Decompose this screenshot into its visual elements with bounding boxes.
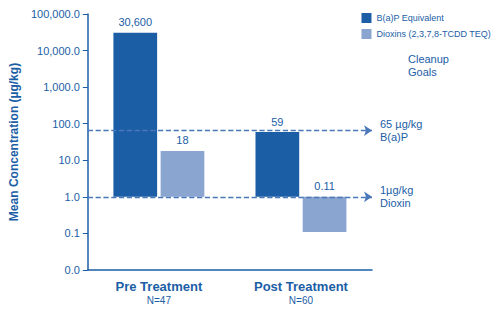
- svg-text:65 µg/kg: 65 µg/kg: [380, 118, 422, 130]
- svg-text:10.0: 10.0: [58, 154, 79, 166]
- svg-text:Dioxins (2,3,7,8-TCDD TEQ): Dioxins (2,3,7,8-TCDD TEQ): [376, 29, 490, 39]
- svg-text:30,600: 30,600: [118, 16, 152, 28]
- svg-text:Mean Concentration (µg/kg): Mean Concentration (µg/kg): [7, 63, 21, 221]
- svg-text:1.0: 1.0: [65, 191, 80, 203]
- svg-text:Cleanup: Cleanup: [408, 53, 452, 65]
- svg-text:0.11: 0.11: [314, 180, 335, 192]
- svg-text:100.0: 100.0: [52, 118, 80, 130]
- svg-text:10,000.0: 10,000.0: [37, 45, 80, 57]
- svg-text:Goals: Goals: [408, 66, 437, 78]
- svg-text:1µg/kg: 1µg/kg: [380, 184, 413, 196]
- svg-text:B(a)P: B(a)P: [380, 131, 408, 143]
- svg-text:59: 59: [271, 116, 283, 128]
- svg-text:N=47: N=47: [147, 295, 172, 306]
- svg-text:B(a)P Equivalent: B(a)P Equivalent: [376, 13, 444, 23]
- svg-text:1,000.0: 1,000.0: [43, 81, 80, 93]
- svg-text:Pre Treatment: Pre Treatment: [116, 279, 203, 294]
- svg-text:0.0: 0.0: [65, 264, 80, 276]
- svg-text:Post Treatment: Post Treatment: [254, 279, 349, 294]
- svg-text:Dioxin: Dioxin: [380, 197, 411, 209]
- svg-text:0.1: 0.1: [65, 227, 80, 239]
- svg-text:N=60: N=60: [289, 295, 314, 306]
- svg-text:18: 18: [176, 134, 188, 146]
- svg-text:100,000.0: 100,000.0: [31, 8, 80, 20]
